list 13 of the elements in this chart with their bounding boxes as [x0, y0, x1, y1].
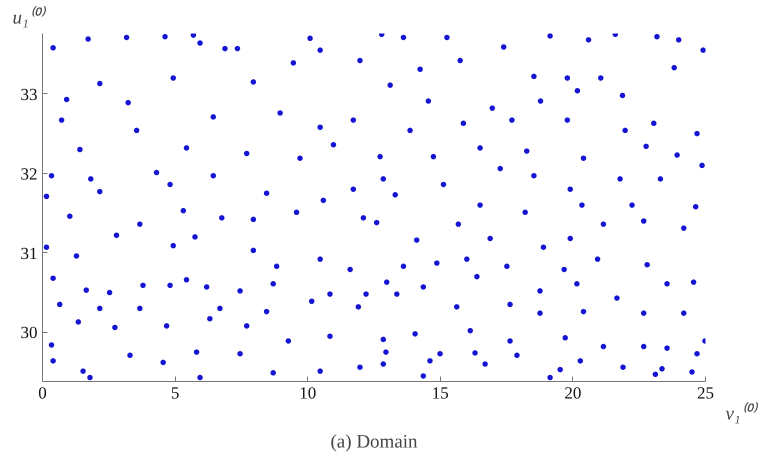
- x-tick-label: 5: [170, 384, 180, 402]
- y-axis-title: u₁⁽⁰⁾: [12, 6, 47, 28]
- y-tick-label: 30: [20, 323, 38, 342]
- y-tick-label: 33: [20, 84, 38, 104]
- x-tick-label: 20: [564, 384, 582, 402]
- x-tick-label: 0: [38, 384, 47, 402]
- text: (a) Domain: [330, 432, 418, 452]
- y-tick-label: 31: [20, 244, 38, 263]
- x-tick-label: 15: [432, 384, 449, 402]
- x-tick-label: 25: [697, 384, 714, 402]
- y-tick-label: 32: [20, 164, 38, 184]
- x-tick-label: 10: [299, 384, 316, 402]
- x-axis-title: v₁⁽⁰⁾: [725, 402, 758, 424]
